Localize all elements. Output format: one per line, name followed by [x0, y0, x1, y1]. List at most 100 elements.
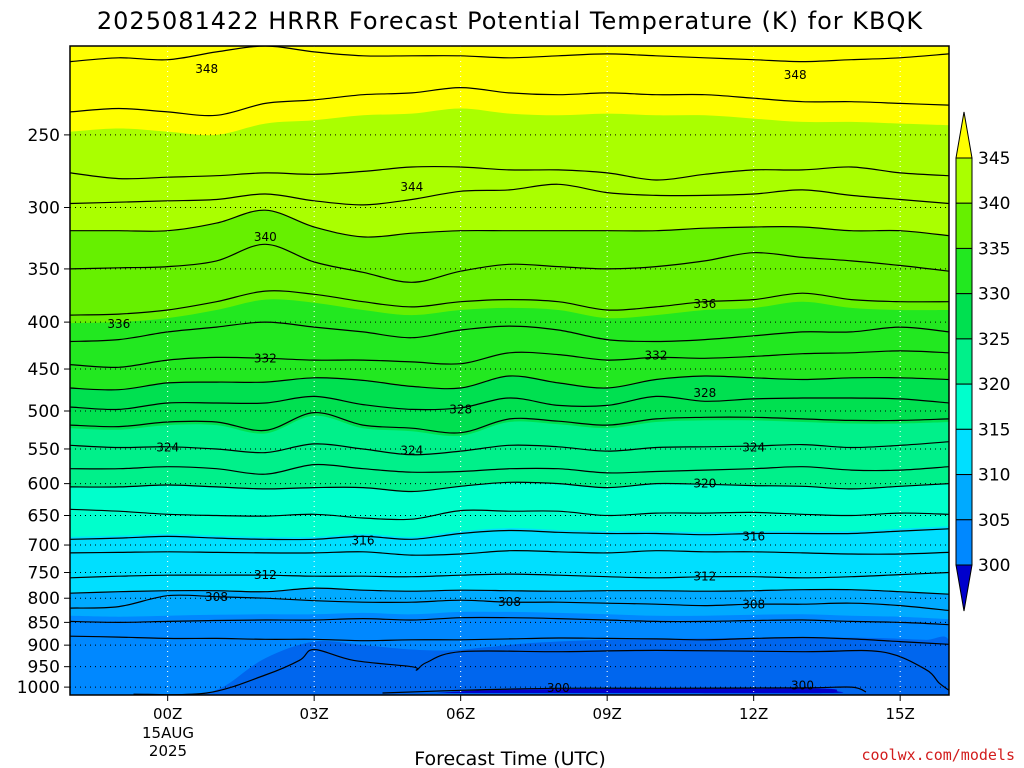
contour-342 — [70, 183, 949, 206]
contour-label: 312 — [254, 568, 277, 582]
contour-label: 336 — [693, 297, 716, 311]
contour-labels: 348 348 344 340 336 336 332 332 328 328 324 324 324 3… — [107, 62, 814, 695]
contour-340 — [70, 209, 949, 238]
contour-348 — [70, 46, 949, 63]
x-tick-label: 12Z — [739, 705, 768, 723]
y-tick-label: 750 — [28, 564, 60, 584]
contour-318 — [70, 508, 949, 521]
colorbar-segment — [955, 338, 973, 385]
contour-328 — [70, 395, 949, 411]
x-axis-ticks: 00Z 03Z 06Z 09Z 12Z 15Z — [153, 695, 915, 723]
contour-324 — [70, 441, 949, 456]
colorbar-label: 335 — [978, 239, 1010, 259]
contour-322 — [70, 463, 949, 475]
contour-label: 324 — [400, 443, 423, 457]
colorbar-min-arrow — [955, 564, 973, 612]
colorbar-segment — [955, 293, 973, 340]
contour-310 — [70, 587, 949, 595]
y-tick-label: 800 — [28, 589, 60, 609]
y-tick-label: 650 — [28, 507, 60, 527]
y-tick-label: 500 — [28, 402, 60, 422]
contour-label: 340 — [254, 230, 277, 244]
colorbar-label: 300 — [978, 556, 1010, 576]
y-tick-label: 600 — [28, 475, 60, 495]
colorbar-segment — [955, 383, 973, 430]
colorbar-label: 315 — [978, 420, 1010, 440]
contour-label: 308 — [742, 598, 765, 612]
colorbar-segment — [955, 428, 973, 476]
y-tick-label: 850 — [28, 613, 60, 633]
contour-338 — [70, 243, 949, 283]
contour-314 — [70, 550, 949, 556]
contour-336 — [70, 290, 949, 316]
colorbar-segment — [955, 202, 973, 249]
y-axis-ticks: 250 300 350 400 450 500 550 600 650 700 750 800 850 9… — [17, 126, 70, 698]
contour-316 — [70, 528, 949, 541]
contour-label: 328 — [693, 386, 716, 400]
contour-label: 308 — [498, 595, 521, 609]
colorbar-segment — [955, 519, 973, 566]
contour-label: 332 — [645, 349, 668, 363]
contour-label: 324 — [156, 441, 179, 455]
colorbar-label: 320 — [978, 375, 1010, 395]
y-tick-label: 350 — [28, 260, 60, 280]
contour-label: 320 — [693, 477, 716, 491]
y-tick-label: 250 — [28, 126, 60, 146]
low-level-fills — [201, 636, 949, 695]
contour-326 — [70, 411, 949, 434]
chart-title: 2025081422 HRRR Forecast Potential Tempe… — [97, 7, 923, 35]
x-date-year: 2025 — [149, 742, 187, 760]
contour-label: 348 — [784, 68, 807, 82]
contour-308 — [70, 594, 949, 612]
contour-302 — [133, 648, 949, 695]
contour-label: 348 — [195, 62, 218, 76]
contour-label: 344 — [400, 180, 423, 194]
contour-320 — [70, 481, 949, 493]
colorbar-label: 330 — [978, 285, 1010, 305]
y-tick-label: 900 — [28, 636, 60, 656]
band-below-300-region — [436, 688, 844, 694]
contour-label: 324 — [742, 441, 765, 455]
contour-306 — [70, 616, 949, 626]
contour-label: 312 — [693, 570, 716, 584]
credit-text: coolwx.com/models — [861, 746, 1015, 764]
contour-346 — [70, 86, 949, 117]
colorbar-label: 340 — [978, 194, 1010, 214]
colorbar-label: 345 — [978, 149, 1010, 169]
colorbar-label: 310 — [978, 466, 1010, 486]
x-tick-label: 15Z — [885, 705, 914, 723]
contour-312 — [70, 571, 949, 579]
contour-334 — [70, 321, 949, 343]
x-tick-label: 00Z — [153, 705, 182, 723]
colorbar-segment — [955, 157, 973, 204]
x-tick-label: 09Z — [592, 705, 621, 723]
contour-304 — [70, 635, 949, 645]
y-tick-label: 450 — [28, 360, 60, 380]
contour-label: 328 — [449, 402, 472, 416]
contour-332 — [70, 350, 949, 369]
plot-frame — [69, 45, 950, 696]
x-axis-label: Forecast Time (UTC) — [414, 748, 605, 768]
y-tick-label: 1000 — [17, 678, 60, 698]
colorbar-max-arrow — [955, 111, 973, 159]
contour-label: 316 — [352, 533, 375, 547]
x-date-month: 15AUG — [142, 724, 194, 742]
plot-area: 348 348 344 340 336 336 332 332 328 328 324 324 324 3… — [70, 46, 949, 695]
y-tick-label: 300 — [28, 199, 60, 219]
colorbar: 345 340 335 330 325 320 315 310 305 300 — [955, 111, 1010, 612]
contour-330 — [70, 375, 949, 391]
y-tick-label: 400 — [28, 313, 60, 333]
colorbar-label: 305 — [978, 511, 1010, 531]
contour-label: 308 — [205, 590, 228, 604]
y-tick-label: 700 — [28, 536, 60, 556]
colorbar-segment — [955, 247, 973, 295]
contour-label: 300 — [547, 681, 570, 695]
contour-300 — [382, 686, 867, 694]
colorbar-label: 325 — [978, 330, 1010, 350]
contour-label: 332 — [254, 351, 277, 365]
colorbar-segment — [955, 474, 973, 521]
contour-label: 300 — [791, 679, 814, 693]
contour-344 — [70, 165, 949, 181]
grid-lines — [70, 46, 949, 695]
